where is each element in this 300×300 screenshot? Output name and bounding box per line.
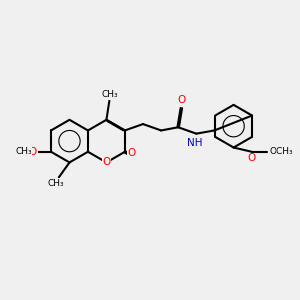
Text: O: O (177, 95, 185, 105)
Text: CH₃: CH₃ (101, 90, 118, 99)
Text: CH₃: CH₃ (48, 179, 64, 188)
Text: O: O (102, 158, 110, 167)
Text: O: O (128, 148, 136, 158)
Text: NH: NH (187, 138, 202, 148)
Text: O: O (29, 147, 37, 157)
Text: OCH₃: OCH₃ (270, 147, 293, 156)
Text: O: O (248, 153, 256, 163)
Text: CH₃: CH₃ (15, 147, 31, 156)
